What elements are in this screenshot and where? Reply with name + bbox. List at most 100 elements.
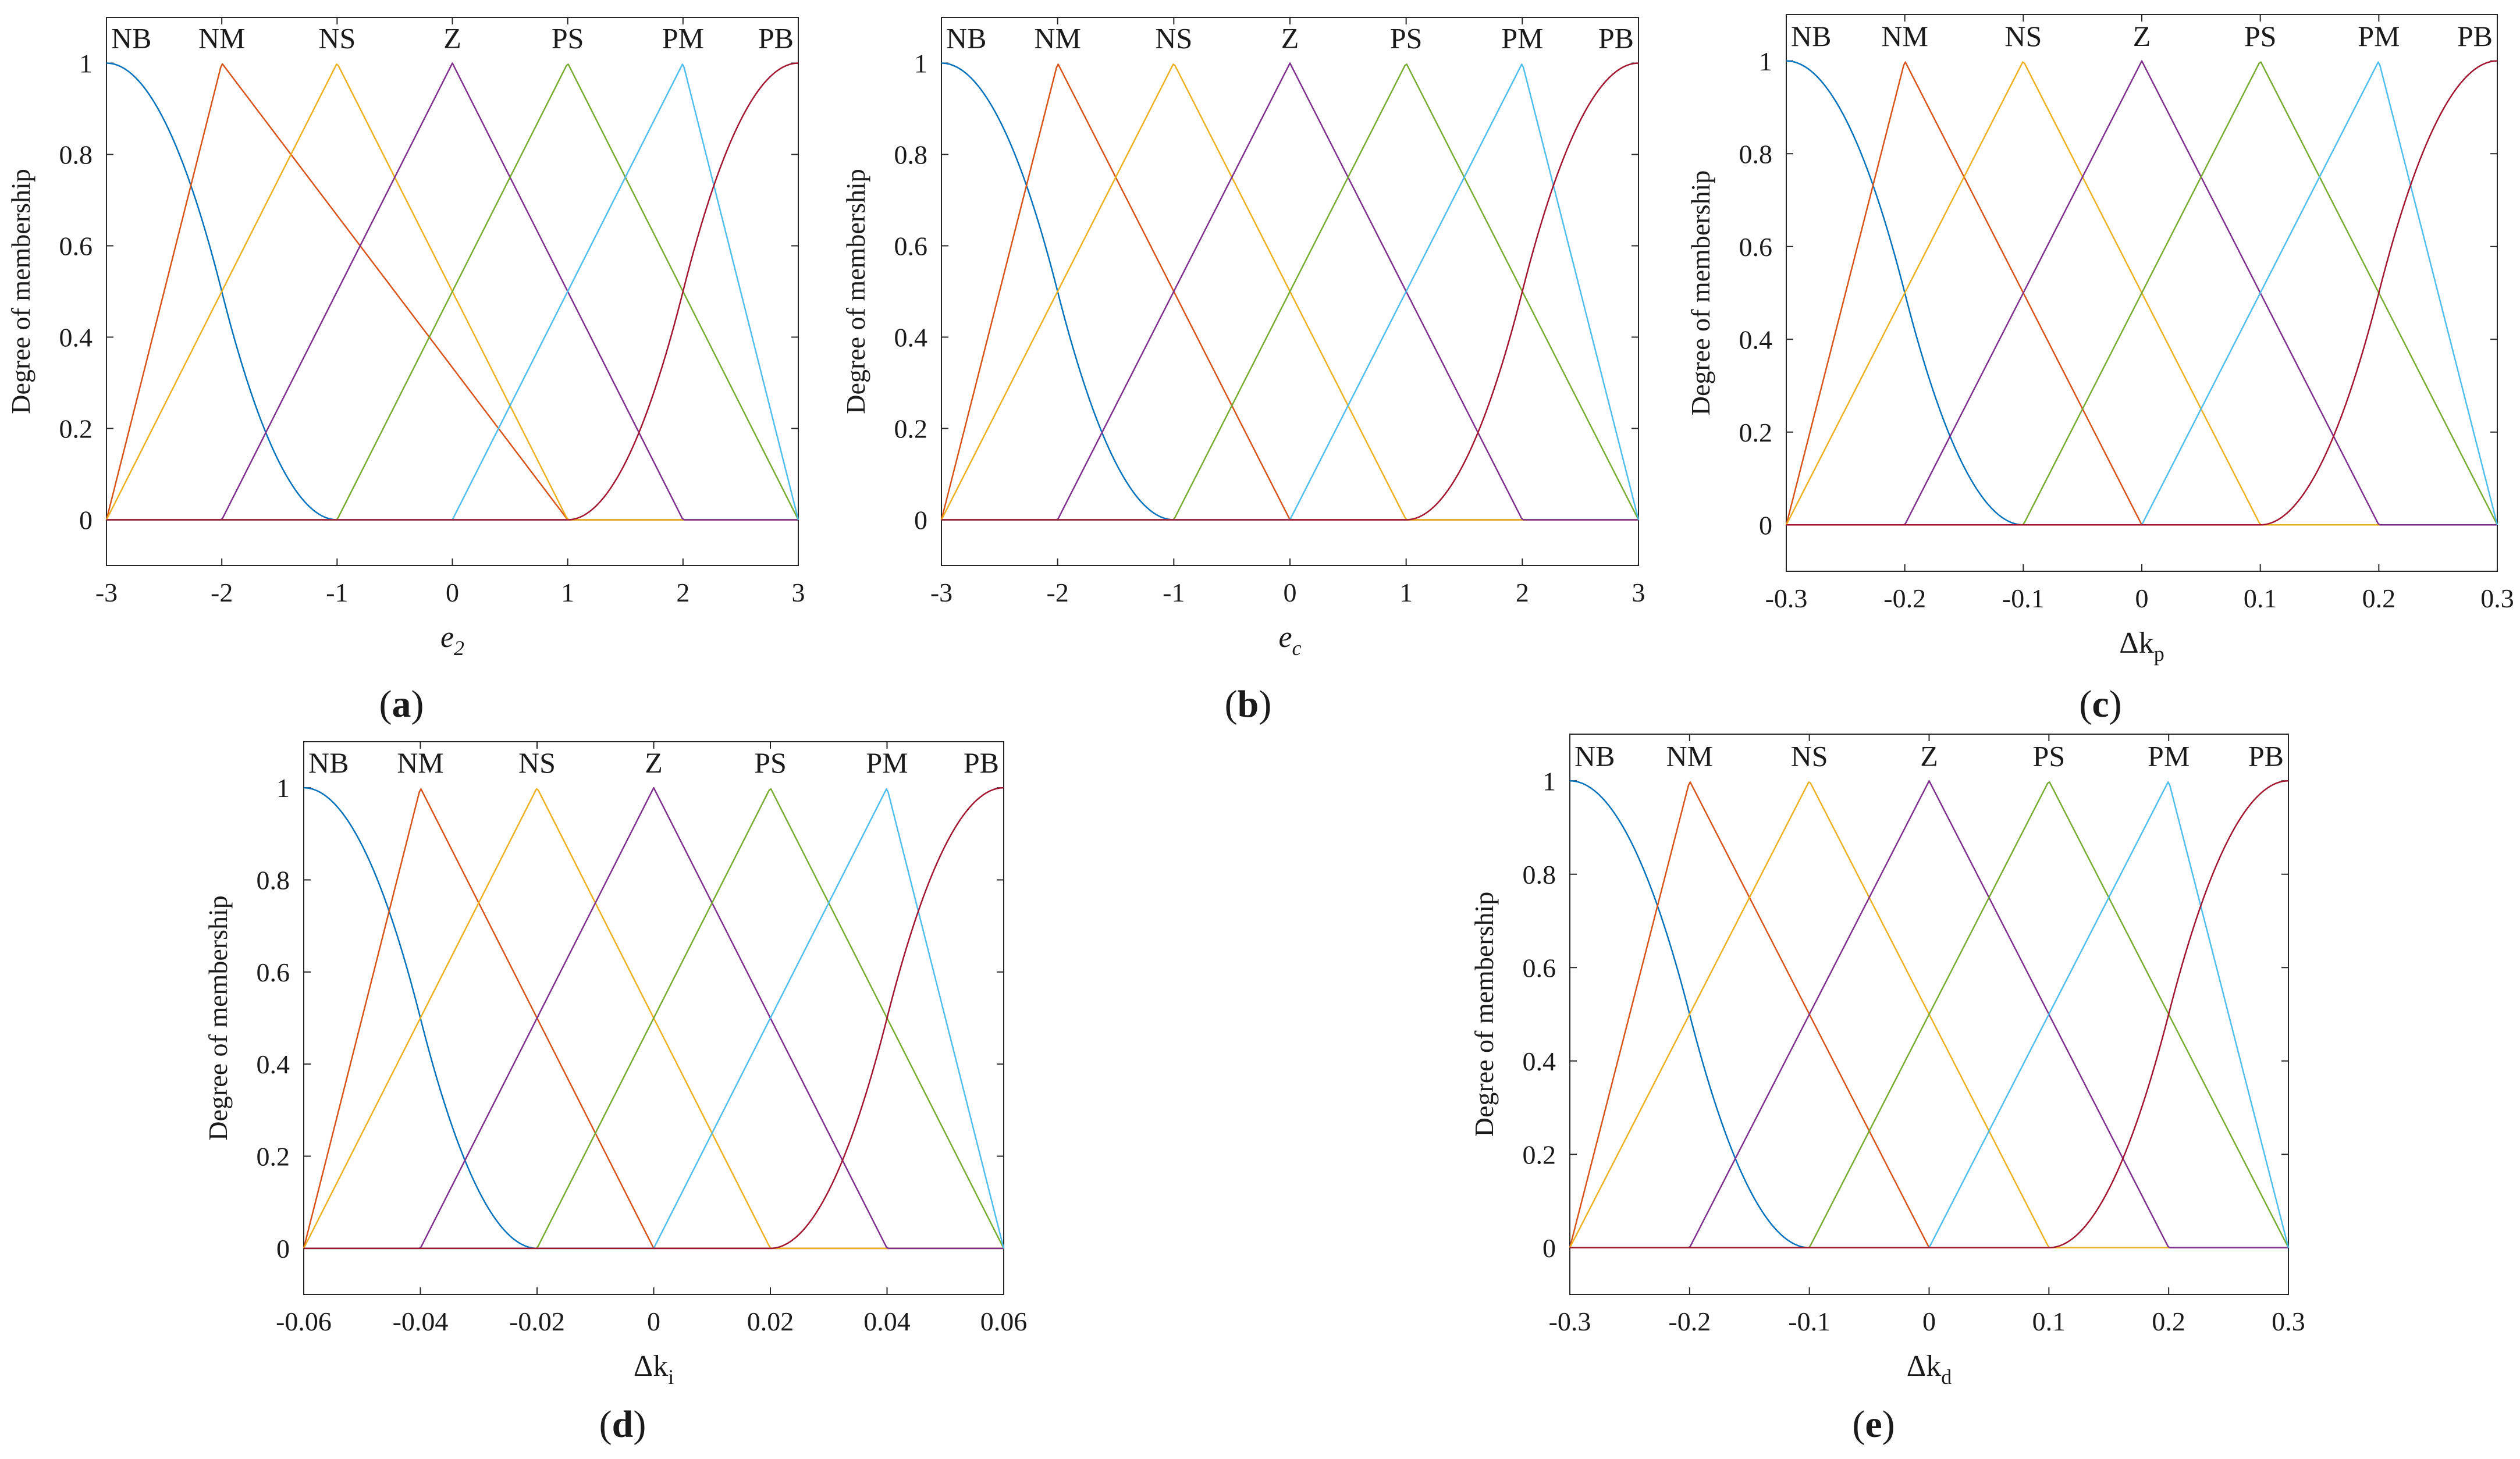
y-tick-label: 0.8	[1739, 139, 1773, 169]
set-label-pm: PM	[2358, 20, 2400, 52]
set-label-nm: NM	[1666, 739, 1714, 772]
x-tick-label: 0	[1922, 1307, 1936, 1336]
set-label-nm: NM	[198, 22, 246, 55]
x-tick-label: 1	[561, 578, 574, 607]
set-label-pb: PB	[758, 22, 794, 55]
y-tick-label: 0.2	[59, 414, 93, 444]
x-tick-label: -1	[326, 578, 348, 607]
chart-panel-c: -0.3 -0.2 -0.1 0 0.1 0.2 0.3 0 0.2 0.4 0.6 0.8 1 Degr…	[1686, 14, 2514, 725]
y-axis-label: Degree of membership	[1469, 892, 1499, 1137]
y-tick-label: 0.4	[1739, 325, 1773, 354]
y-tick-label: 0	[914, 506, 927, 535]
x-tick-label: -0.06	[276, 1307, 332, 1336]
x-tick-label: -0.1	[2002, 583, 2045, 613]
x-tick-label: 0	[446, 578, 459, 607]
series-z-curve	[941, 62, 1638, 521]
set-label-pb: PB	[2457, 20, 2493, 52]
x-tick-label: 0.04	[863, 1307, 911, 1336]
series-z-curve	[106, 62, 798, 521]
x-tick-label: 0	[647, 1307, 660, 1336]
x-tick-label: 0.06	[980, 1307, 1028, 1336]
y-tick-label: 0.2	[1523, 1140, 1556, 1169]
x-tick-label: -0.1	[1788, 1307, 1831, 1336]
series-z-curve	[1786, 60, 2497, 526]
y-tick-label: 0.8	[1523, 860, 1556, 889]
set-label-pm: PM	[1501, 22, 1543, 55]
set-label-z: Z	[443, 22, 461, 55]
x-tick-label: 2	[676, 578, 689, 607]
x-tick-label: 0.02	[747, 1307, 794, 1336]
set-label-z: Z	[1281, 22, 1299, 55]
x-axis-label: Δki	[634, 1350, 674, 1389]
series-pb-curve	[1786, 60, 2498, 526]
set-label-pb: PB	[1598, 22, 1634, 55]
x-tick-label: 0.2	[2152, 1307, 2185, 1336]
panel-label: (e)	[1852, 1403, 1895, 1446]
set-label-z: Z	[2133, 20, 2151, 52]
y-axis-label: Degree of membership	[1686, 170, 1715, 416]
panel-label: (b)	[1225, 683, 1272, 725]
series-pb-curve	[1570, 780, 2289, 1248]
series-z-curve	[1570, 780, 2288, 1248]
set-label-ns: NS	[318, 22, 356, 55]
set-label-ns: NS	[1791, 739, 1828, 772]
y-tick-label: 0.4	[257, 1049, 290, 1079]
y-tick-label: 0	[1759, 510, 1772, 540]
y-tick-label: 0.6	[894, 232, 928, 261]
set-label-pm: PM	[866, 746, 908, 779]
x-tick-label: -0.04	[393, 1307, 449, 1336]
panel-label: (a)	[379, 683, 424, 725]
series-pb-curve	[941, 62, 1639, 521]
chart-panel-e: -0.3 -0.2 -0.1 0 0.1 0.2 0.3 0 0.2 0.4 0.6 0.8 1 Degr…	[1469, 734, 2305, 1446]
series-z-curve	[304, 787, 1004, 1250]
panel-label: (d)	[599, 1403, 646, 1446]
set-label-ns: NS	[2004, 20, 2042, 52]
x-tick-label: -3	[95, 578, 118, 607]
set-label-ps: PS	[754, 746, 787, 779]
y-tick-label: 0.2	[1739, 418, 1773, 447]
x-tick-label: -1	[1163, 578, 1185, 607]
set-label-z: Z	[645, 746, 663, 779]
set-label-z: Z	[1920, 739, 1938, 772]
x-tick-label: -2	[1047, 578, 1069, 607]
y-tick-label: 1	[914, 49, 927, 79]
x-tick-label: 0.1	[2032, 1307, 2066, 1336]
set-label-pb: PB	[2248, 739, 2284, 772]
set-label-ps: PS	[552, 22, 584, 55]
set-label-ns: NS	[1155, 22, 1192, 55]
y-tick-label: 1	[276, 773, 290, 803]
y-tick-label: 0	[276, 1234, 290, 1264]
x-tick-label: 0.1	[2244, 583, 2277, 613]
set-label-nm: NM	[397, 746, 444, 779]
x-tick-label: -0.3	[1549, 1307, 1591, 1336]
y-tick-label: 1	[1759, 47, 1772, 76]
set-label-nb: NB	[111, 22, 151, 55]
y-tick-label: 0.6	[1523, 953, 1556, 983]
set-label-ns: NS	[518, 746, 556, 779]
x-tick-label: -0.2	[1668, 1307, 1711, 1336]
y-tick-label: 0.6	[59, 232, 93, 261]
x-tick-label: 0.2	[2362, 583, 2396, 613]
chart-panel-a: -3 -2 -1 0 1 2 3 0 0.2 0.4 0.6 0.8 1 Degree of member…	[6, 17, 805, 725]
x-tick-label: 1	[1399, 578, 1413, 607]
set-label-nm: NM	[1034, 22, 1081, 55]
x-tick-label: 0.3	[2480, 583, 2514, 613]
set-label-pm: PM	[662, 22, 704, 55]
y-tick-label: 0.4	[59, 323, 93, 353]
x-tick-label: 3	[792, 578, 805, 607]
y-tick-label: 0.8	[257, 866, 290, 895]
series-pb-curve	[106, 62, 799, 521]
set-label-pb: PB	[964, 746, 999, 779]
set-label-pm: PM	[2148, 739, 2190, 772]
x-tick-label: 3	[1632, 578, 1645, 607]
set-label-ps: PS	[2244, 20, 2277, 52]
series-ps-curve	[1786, 61, 2498, 526]
set-label-nb: NB	[1791, 20, 1831, 52]
y-tick-label: 0.8	[894, 140, 928, 170]
x-axis-label: Δkd	[1907, 1350, 1952, 1389]
y-tick-label: 0.8	[59, 140, 93, 170]
y-tick-label: 0.4	[1523, 1047, 1556, 1076]
set-label-ps: PS	[2033, 739, 2066, 772]
y-axis-label: Degree of membership	[6, 169, 35, 414]
